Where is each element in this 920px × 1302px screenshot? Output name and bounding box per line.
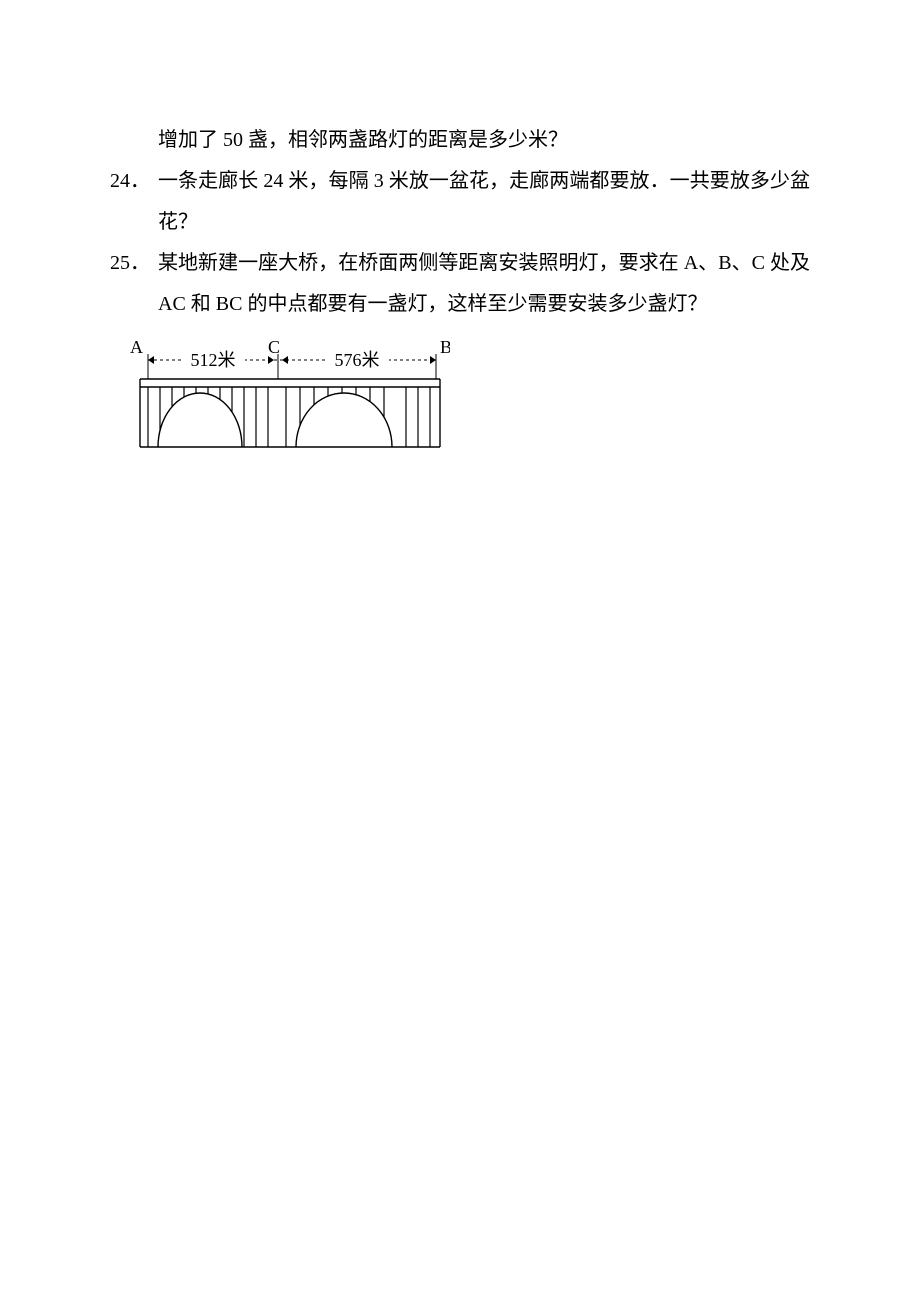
bridge-diagram: 512米576米ACB: [110, 335, 810, 480]
question-number: 24．: [110, 161, 158, 202]
svg-text:A: A: [130, 337, 143, 357]
question-body: 某地新建一座大桥，在桥面两侧等距离安装照明灯，要求在 A、B、C 处及 AC 和…: [158, 243, 810, 325]
question-25: 25． 某地新建一座大桥，在桥面两侧等距离安装照明灯，要求在 A、B、C 处及 …: [110, 243, 810, 325]
page: 增加了 50 盏，相邻两盏路灯的距离是多少米？ 24． 一条走廊长 24 米，每…: [0, 0, 920, 1302]
question-24: 24． 一条走廊长 24 米，每隔 3 米放一盆花，走廊两端都要放．一共要放多少…: [110, 161, 810, 243]
question-body: 一条走廊长 24 米，每隔 3 米放一盆花，走廊两端都要放．一共要放多少盆花？: [158, 161, 810, 243]
svg-text:512米: 512米: [191, 350, 236, 370]
content-area: 增加了 50 盏，相邻两盏路灯的距离是多少米？ 24． 一条走廊长 24 米，每…: [0, 0, 920, 480]
question-number: 25．: [110, 243, 158, 284]
prev-question-continuation: 增加了 50 盏，相邻两盏路灯的距离是多少米？: [110, 120, 810, 161]
bridge-svg: 512米576米ACB: [110, 335, 450, 465]
svg-text:B: B: [440, 337, 450, 357]
svg-text:576米: 576米: [335, 350, 380, 370]
